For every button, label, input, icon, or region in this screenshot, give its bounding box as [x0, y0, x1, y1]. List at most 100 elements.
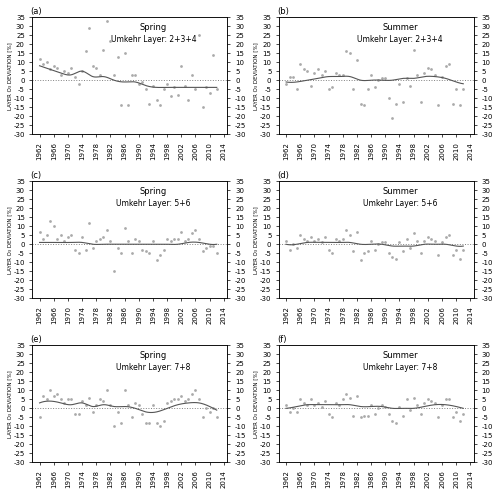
Point: [399, 248, 407, 255]
Point: [286, 246, 294, 253]
Point: [448, 251, 456, 259]
Point: [128, 413, 136, 421]
Point: [304, 67, 312, 75]
Point: [54, 235, 62, 243]
Point: [300, 65, 308, 73]
Point: [353, 392, 361, 399]
Point: [324, 410, 332, 418]
Point: [64, 233, 72, 241]
Point: [342, 390, 350, 398]
Point: [356, 99, 364, 107]
Point: [114, 408, 122, 416]
Text: (c): (c): [30, 171, 42, 180]
Point: [367, 401, 375, 409]
Point: [174, 235, 182, 243]
Point: [335, 237, 343, 245]
Point: [452, 408, 460, 416]
Point: [106, 401, 114, 409]
Point: [346, 231, 354, 239]
Point: [160, 85, 168, 93]
Point: [307, 396, 315, 403]
Point: [310, 237, 318, 245]
Point: [68, 396, 76, 403]
Point: [378, 401, 386, 409]
Point: [410, 230, 418, 238]
Point: [378, 74, 386, 82]
Point: [57, 396, 65, 403]
Point: [402, 396, 410, 403]
Point: [192, 226, 200, 234]
Point: [156, 251, 164, 259]
Point: [364, 248, 372, 255]
Point: [206, 242, 214, 250]
Point: [124, 401, 132, 409]
Point: [456, 417, 464, 425]
Point: [50, 222, 58, 230]
Point: [417, 98, 425, 106]
Point: [406, 82, 414, 90]
Point: [96, 71, 104, 79]
Point: [88, 62, 96, 70]
Point: [54, 390, 62, 398]
Point: [456, 101, 464, 109]
Point: [46, 65, 54, 73]
Point: [406, 406, 414, 414]
Point: [424, 63, 432, 71]
Point: [434, 251, 442, 259]
Point: [152, 96, 160, 104]
Point: [103, 386, 111, 394]
Point: [332, 235, 340, 243]
Point: [460, 246, 468, 253]
Point: [413, 71, 421, 79]
Point: [388, 253, 396, 261]
Point: [438, 73, 446, 81]
Point: [188, 71, 196, 79]
Point: [110, 422, 118, 430]
Point: [82, 48, 90, 55]
Point: [100, 397, 108, 405]
Text: Umkehr Layer: 7+8: Umkehr Layer: 7+8: [116, 363, 190, 372]
Point: [438, 239, 446, 247]
Point: [103, 226, 111, 234]
Y-axis label: LAYER O₃ DEVIATION [%]: LAYER O₃ DEVIATION [%]: [7, 370, 12, 438]
Y-axis label: LAYER O₃ DEVIATION [%]: LAYER O₃ DEVIATION [%]: [254, 42, 258, 109]
Point: [356, 256, 364, 264]
Point: [396, 402, 404, 410]
Point: [71, 73, 79, 81]
Point: [39, 392, 47, 399]
Point: [110, 71, 118, 79]
Point: [353, 228, 361, 236]
Point: [103, 17, 111, 25]
Point: [445, 60, 453, 68]
Point: [36, 228, 44, 236]
Point: [74, 410, 82, 418]
Point: [166, 237, 174, 245]
Point: [318, 239, 326, 247]
Point: [160, 246, 168, 253]
Point: [424, 396, 432, 403]
Point: [166, 397, 174, 405]
Point: [392, 419, 400, 427]
Point: [382, 402, 390, 410]
Point: [428, 397, 436, 405]
Point: [438, 401, 446, 409]
Point: [181, 237, 189, 245]
Point: [374, 76, 382, 84]
Point: [213, 249, 221, 257]
Point: [318, 402, 326, 410]
Point: [181, 82, 189, 90]
Point: [198, 248, 206, 255]
Point: [114, 53, 122, 61]
Text: (e): (e): [30, 335, 42, 344]
Point: [68, 231, 76, 239]
Text: Spring: Spring: [140, 23, 167, 32]
Y-axis label: LAYER O₃ DEVIATION [%]: LAYER O₃ DEVIATION [%]: [254, 370, 258, 438]
Point: [184, 235, 192, 243]
Point: [292, 244, 300, 252]
Point: [321, 67, 329, 75]
Point: [82, 401, 90, 409]
Point: [54, 63, 62, 71]
Text: Umkehr Layer: 5+6: Umkehr Layer: 5+6: [116, 198, 190, 208]
Point: [428, 235, 436, 243]
Point: [335, 71, 343, 79]
